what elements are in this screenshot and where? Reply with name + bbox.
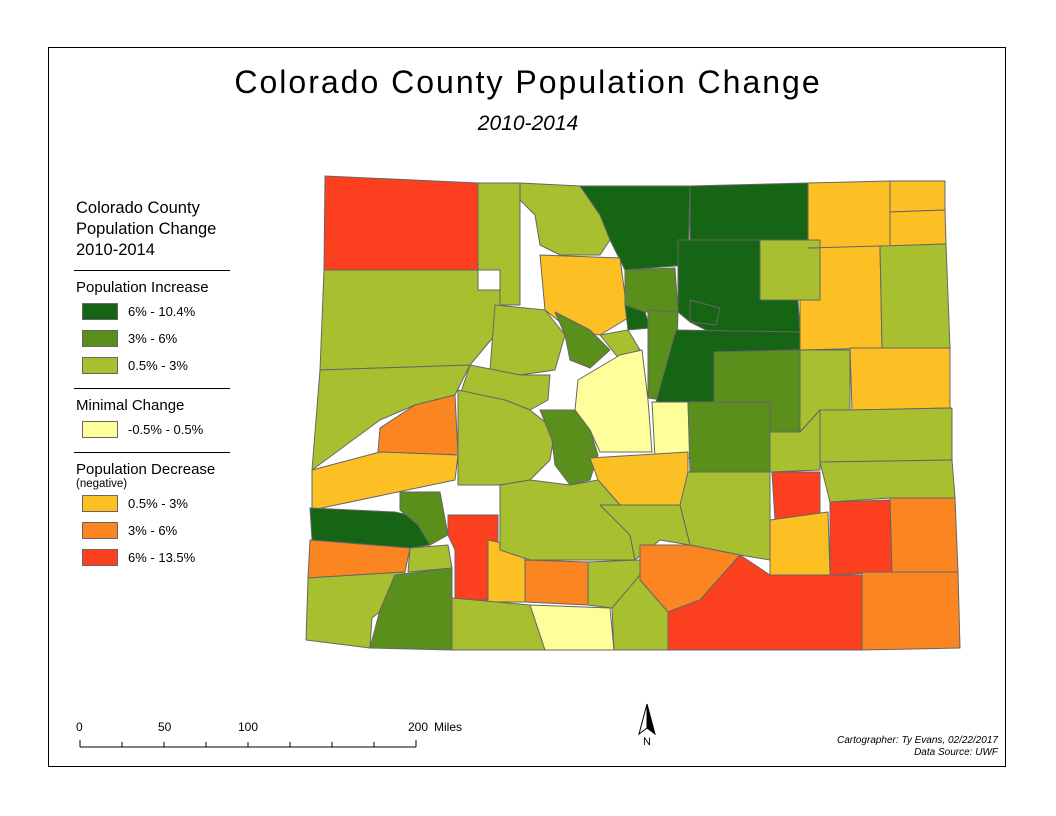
county	[889, 209, 947, 247]
legend-divider	[74, 452, 230, 453]
legend-item-label: 6% - 10.4%	[128, 304, 196, 319]
legend-title-line-3: 2010-2014	[76, 241, 155, 259]
map-credits: Cartographer: Ty Evans, 02/22/2017 Data …	[837, 735, 998, 759]
legend-divider	[74, 388, 230, 389]
county	[599, 504, 691, 561]
legend-item-label: -0.5% - 0.5%	[128, 422, 204, 437]
legend-item-label: 3% - 6%	[128, 523, 178, 538]
data-source-credit: Data Source: UWF	[914, 747, 998, 758]
county	[771, 471, 821, 521]
cartographer-credit: Cartographer: Ty Evans, 02/22/2017	[836, 735, 998, 746]
county	[687, 401, 771, 473]
county	[759, 239, 821, 301]
legend-item: 0.5% - 3%	[76, 352, 232, 379]
scale-label-200: 200	[408, 720, 429, 734]
county	[819, 407, 953, 463]
legend-swatch	[82, 522, 118, 539]
county	[319, 269, 501, 371]
county	[769, 511, 831, 576]
county	[457, 389, 556, 486]
county	[849, 347, 951, 411]
legend-swatch	[82, 303, 118, 320]
legend-decrease-note: (negative)	[76, 478, 128, 490]
county	[861, 571, 961, 651]
county	[524, 559, 589, 606]
legend-item-label: 0.5% - 3%	[128, 358, 188, 373]
scale-unit: Miles	[434, 720, 463, 734]
legend-swatch	[82, 495, 118, 512]
scale-bar: 0 50 100 200 Miles	[70, 716, 470, 756]
north-arrow-icon: N	[636, 702, 658, 752]
county	[529, 604, 615, 651]
county	[399, 491, 449, 546]
legend-minimal-heading: Minimal Change	[76, 397, 185, 414]
legend-title-line-1: Colorado County	[76, 199, 200, 217]
county	[879, 243, 951, 349]
map-subtitle: 2010-2014	[477, 112, 579, 135]
legend-item: 6% - 10.4%	[76, 298, 232, 325]
legend-item-label: 6% - 13.5%	[128, 550, 196, 565]
scale-ruler	[79, 740, 417, 748]
legend-item: -0.5% - 0.5%	[76, 416, 232, 443]
county	[539, 409, 599, 486]
legend-swatch	[82, 330, 118, 347]
county	[651, 401, 691, 459]
county	[889, 497, 959, 573]
county	[829, 499, 893, 576]
county	[889, 180, 946, 213]
county	[667, 554, 863, 651]
legend-item-label: 0.5% - 3%	[128, 496, 188, 511]
legend-decrease-heading: Population Decrease	[76, 461, 216, 478]
map-frame	[48, 47, 1006, 767]
county	[323, 175, 479, 271]
county	[689, 299, 721, 326]
county	[407, 544, 453, 573]
county	[807, 180, 891, 249]
map-title: Colorado County Population Change	[234, 64, 822, 100]
legend-swatch	[82, 421, 118, 438]
legend-swatch	[82, 357, 118, 374]
legend-item-label: 3% - 6%	[128, 331, 178, 346]
legend-item: 0.5% - 3%	[76, 490, 232, 517]
county	[311, 451, 459, 511]
legend-title-line-2: Population Change	[76, 220, 217, 238]
north-label: N	[643, 736, 651, 748]
county	[769, 409, 821, 473]
scale-label-100: 100	[238, 720, 259, 734]
county	[819, 459, 956, 503]
scale-label-50: 50	[158, 720, 172, 734]
legend-item: 3% - 6%	[76, 325, 232, 352]
county	[624, 267, 679, 313]
county	[305, 571, 406, 649]
legend-divider	[74, 270, 230, 271]
legend-swatch	[82, 549, 118, 566]
legend-item: 3% - 6%	[76, 517, 232, 544]
legend-increase-heading: Population Increase	[76, 279, 209, 296]
legend-item: 6% - 13.5%	[76, 544, 232, 571]
county	[477, 182, 521, 306]
scale-label-0: 0	[76, 720, 83, 734]
county	[554, 311, 611, 369]
legend: Colorado County Population Change 2010-2…	[74, 198, 232, 571]
